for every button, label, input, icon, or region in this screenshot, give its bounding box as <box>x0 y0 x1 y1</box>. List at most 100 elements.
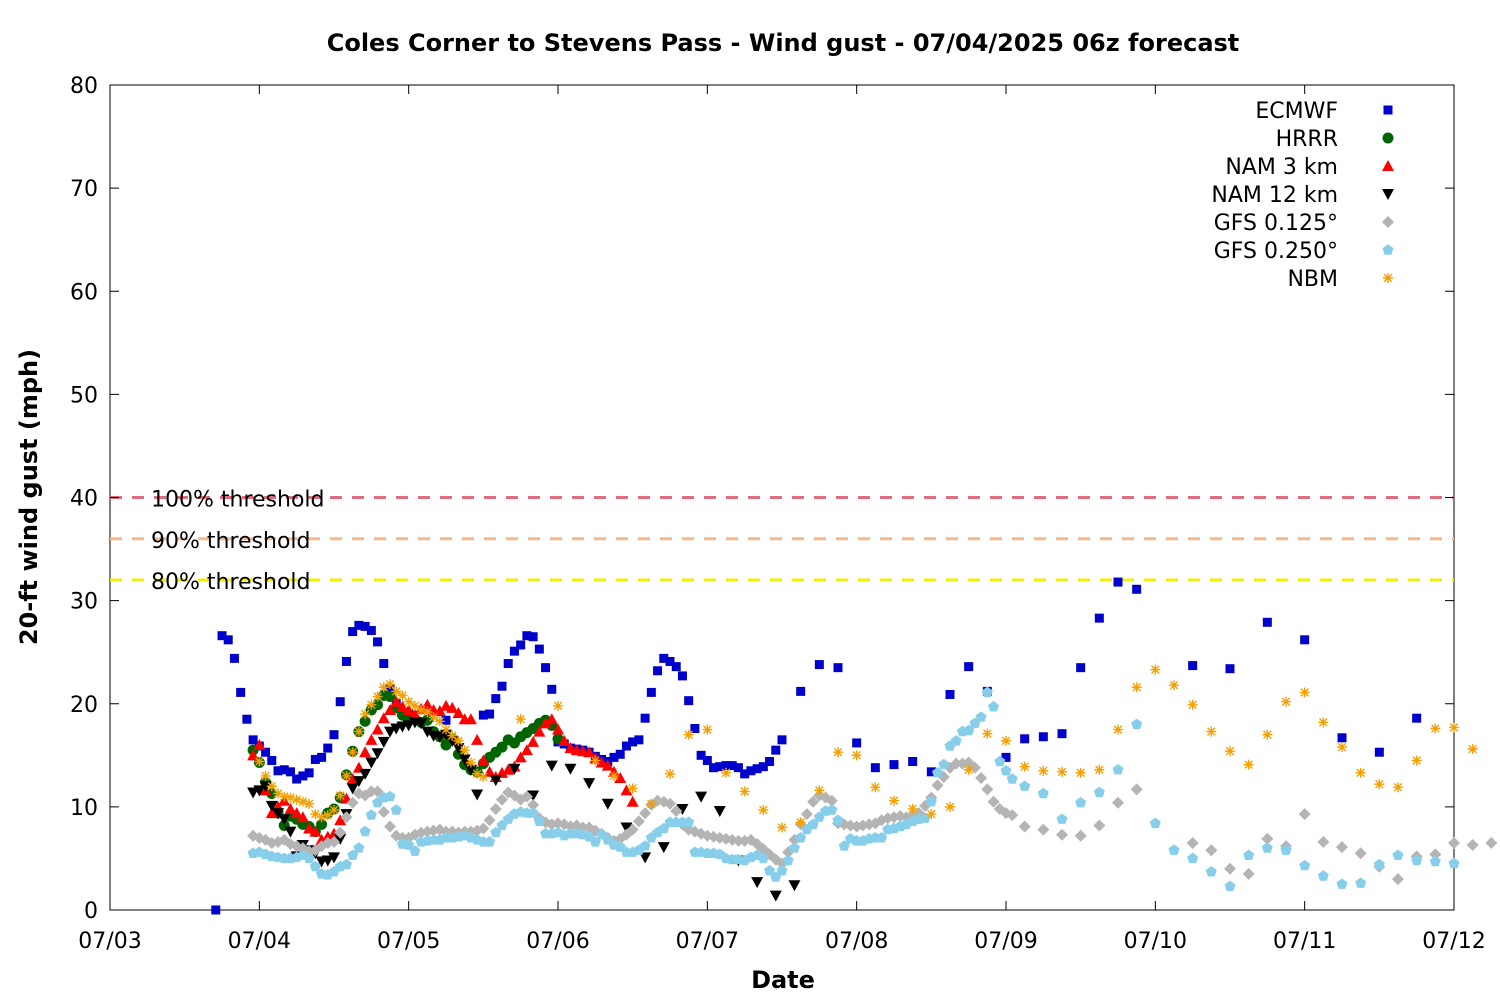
data-point <box>765 757 775 766</box>
data-point <box>683 816 695 827</box>
data-point <box>211 905 221 915</box>
data-point <box>402 703 415 715</box>
data-point <box>665 768 675 779</box>
data-point <box>217 631 227 641</box>
data-point <box>1485 836 1498 849</box>
data-point <box>285 792 296 803</box>
data-point <box>758 804 769 815</box>
x-tick-label: 07/03 <box>78 929 141 954</box>
data-point <box>522 631 532 641</box>
data-point <box>1225 746 1235 757</box>
data-point <box>547 684 557 694</box>
data-point <box>335 697 345 707</box>
data-point <box>626 823 639 836</box>
series-nbm <box>254 664 1478 833</box>
data-point <box>346 773 359 785</box>
data-point <box>396 700 409 712</box>
data-point <box>1261 842 1273 853</box>
y-axis-label: 20-ft wind gust (mph) <box>15 349 43 645</box>
data-point <box>359 715 371 727</box>
data-point <box>378 682 389 693</box>
data-point <box>441 715 451 725</box>
data-point <box>508 763 521 775</box>
x-tick-label: 07/07 <box>676 929 739 954</box>
x-tick-label: 07/04 <box>228 929 291 954</box>
data-point <box>415 718 428 730</box>
x-tick-label: 07/12 <box>1422 929 1485 954</box>
data-point <box>620 784 633 796</box>
data-point <box>994 755 1006 767</box>
data-point <box>1057 766 1067 777</box>
data-point <box>296 811 309 823</box>
data-point <box>814 785 825 796</box>
data-point <box>634 735 644 745</box>
data-point <box>335 790 346 801</box>
data-point <box>982 728 993 739</box>
data-point <box>628 737 638 747</box>
data-point <box>615 749 625 759</box>
data-point <box>291 794 302 805</box>
data-point <box>352 776 365 788</box>
data-point <box>665 656 675 666</box>
data-point <box>1318 717 1329 728</box>
data-point <box>316 818 328 830</box>
data-point <box>366 626 376 636</box>
data-point <box>545 713 558 725</box>
data-point <box>713 806 726 817</box>
data-point <box>1466 839 1479 852</box>
data-point <box>609 770 619 781</box>
data-point <box>1187 852 1199 864</box>
data-point <box>360 709 371 720</box>
data-point <box>807 795 820 808</box>
data-point <box>1411 755 1422 766</box>
data-point <box>945 689 955 699</box>
data-point <box>777 735 787 745</box>
data-point <box>279 791 290 802</box>
data-point <box>1037 787 1049 799</box>
data-point <box>1317 870 1329 881</box>
y-tick-label: 50 <box>70 383 98 408</box>
data-point <box>1449 722 1459 733</box>
data-point <box>684 696 694 706</box>
data-point <box>950 757 963 770</box>
data-point <box>1112 796 1124 809</box>
data-point <box>646 798 657 809</box>
data-point <box>1186 836 1199 849</box>
data-point <box>690 724 700 733</box>
data-point <box>465 757 476 768</box>
data-point <box>453 735 464 746</box>
legend-label: ECMWF <box>1255 99 1338 124</box>
x-tick-label: 07/05 <box>377 929 440 954</box>
data-point <box>458 754 471 766</box>
data-point <box>876 832 888 843</box>
data-point <box>384 691 396 703</box>
x-tick-label: 07/08 <box>825 929 888 954</box>
data-point <box>360 621 370 631</box>
data-point <box>359 746 372 758</box>
data-point <box>1057 729 1067 739</box>
data-point <box>702 724 713 735</box>
data-point <box>223 635 233 645</box>
data-point <box>1412 713 1422 723</box>
data-point <box>659 653 669 663</box>
data-point <box>826 804 838 815</box>
data-point <box>715 762 725 772</box>
x-tick-label: 07/11 <box>1273 929 1336 954</box>
data-point <box>321 830 334 842</box>
data-point <box>340 858 352 870</box>
data-point <box>285 767 295 777</box>
data-point <box>365 757 378 769</box>
data-point <box>945 801 955 812</box>
data-point <box>236 687 246 697</box>
data-point <box>751 877 764 889</box>
data-point <box>968 761 981 774</box>
data-point <box>485 709 495 719</box>
data-point <box>609 752 619 762</box>
data-point <box>1300 635 1310 645</box>
data-point <box>377 736 390 748</box>
data-point <box>484 836 496 847</box>
x-tick-label: 07/09 <box>974 929 1037 954</box>
data-point <box>1169 680 1179 691</box>
data-point <box>328 835 340 848</box>
data-point <box>491 694 501 704</box>
